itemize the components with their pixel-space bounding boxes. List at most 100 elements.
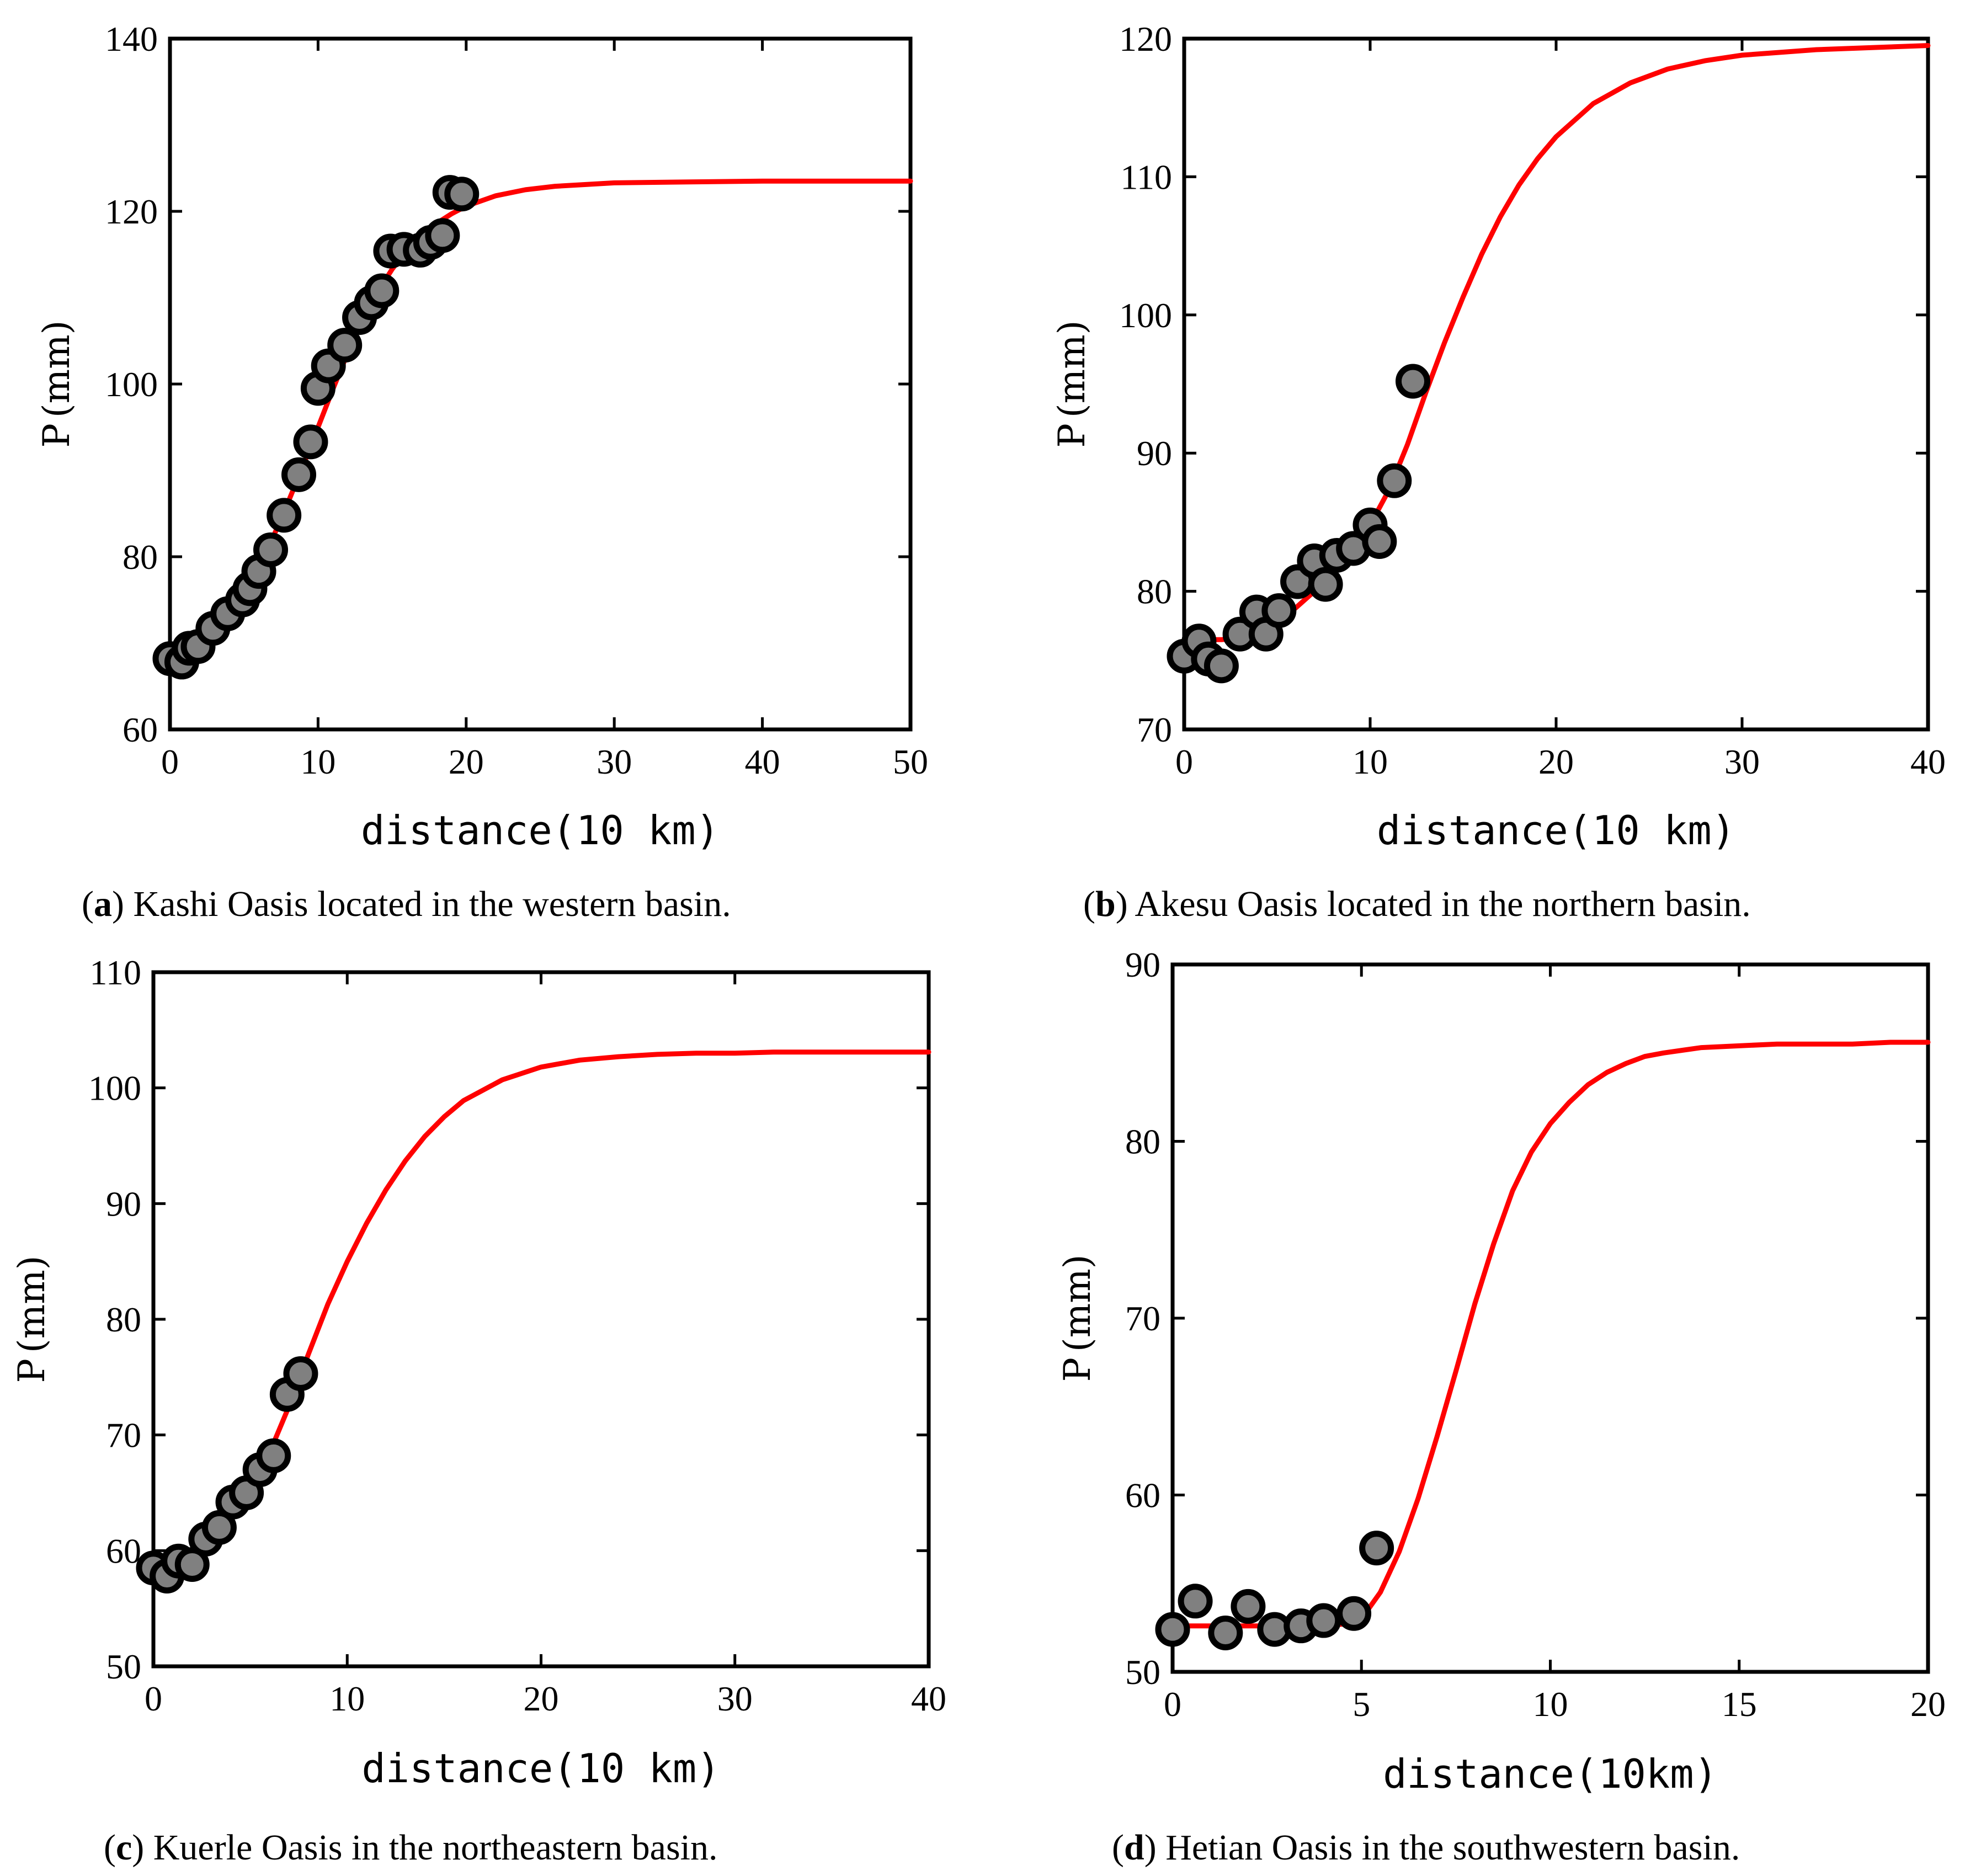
- x-tick-label-b-1: 10: [1352, 742, 1388, 781]
- x-tick-label-d-4: 20: [1910, 1685, 1946, 1724]
- x-tick-label-d-1: 5: [1352, 1685, 1370, 1724]
- x-tick-label-a-1: 10: [300, 742, 336, 781]
- x-tick-label-b-4: 40: [1910, 742, 1946, 781]
- x-tick-label-d-0: 0: [1164, 1685, 1181, 1724]
- y-tick-label-b-0: 70: [1137, 710, 1172, 749]
- panel-a-kashi: 0 10 20 30 40 50 60 80 100 120 140 distance(10 km) P…: [35, 19, 928, 924]
- caption-open-paren-c: (: [104, 1827, 116, 1868]
- caption-text-a: Kashi Oasis located in the western basin…: [133, 884, 731, 924]
- x-tick-label-b-2: 20: [1538, 742, 1574, 781]
- data-point-d-1: [1178, 1584, 1213, 1619]
- caption-text-d: Hetian Oasis in the southwestern basin.: [1165, 1827, 1740, 1868]
- y-axis-paren-open-a: (: [35, 403, 78, 418]
- y-tick-label-d-2: 70: [1125, 1299, 1160, 1338]
- y-tick-label-b-1: 80: [1137, 572, 1172, 611]
- y-axis-unit-a: mm: [35, 334, 78, 403]
- y-tick-label-b-3: 100: [1119, 296, 1172, 335]
- fitted-curve-a: [167, 178, 913, 656]
- data-point-a-10: [267, 498, 302, 533]
- y-tick-label-a-1: 80: [123, 537, 158, 577]
- y-tick-label-b-4: 110: [1120, 157, 1172, 196]
- caption-letter-d: d: [1124, 1827, 1144, 1868]
- data-point-d-7: [1336, 1596, 1372, 1631]
- caption-text-c: Kuerle Oasis in the northeastern basin.: [153, 1827, 718, 1868]
- y-axis-paren-open-d: (: [1056, 1337, 1099, 1352]
- y-axis-unit-c: mm: [10, 1270, 53, 1339]
- data-point-c-9: [256, 1438, 291, 1473]
- caption-open-paren-a: (: [82, 884, 94, 924]
- y-axis-paren-open-c: (: [10, 1339, 53, 1353]
- data-point-a-18: [364, 273, 400, 308]
- y-axis-letter-b: P: [1051, 423, 1093, 447]
- data-point-d-6: [1306, 1603, 1341, 1638]
- y-tick-label-a-2: 100: [105, 365, 158, 404]
- y-tick-label-d-4: 90: [1125, 945, 1160, 984]
- data-point-d-3: [1231, 1589, 1266, 1624]
- y-tick-label-c-3: 80: [106, 1300, 141, 1339]
- caption-letter-b: b: [1095, 884, 1116, 924]
- caption-open-paren-b: (: [1083, 884, 1095, 924]
- panel-c-kuerle: 0 10 20 30 40 50 60 70 80 90 100 110 distance(10 km)…: [10, 953, 946, 1868]
- x-axis-label-a: distance(10 km): [361, 807, 720, 854]
- data-point-a-12: [293, 424, 328, 460]
- caption-close-paren-a: ): [112, 884, 133, 924]
- y-axis-letter-c: P: [10, 1358, 53, 1383]
- caption-c: (c) Kuerle Oasis in the northeastern bas…: [104, 1827, 717, 1868]
- data-point-a-11: [281, 457, 317, 492]
- plot-frame-a: [168, 36, 913, 732]
- fitted-curve-d: [1170, 1040, 1931, 1629]
- y-tick-label-c-0: 50: [106, 1647, 141, 1686]
- caption-a: (a) Kashi Oasis located in the western b…: [82, 884, 731, 924]
- caption-close-paren-b: ): [1116, 884, 1135, 924]
- x-tick-label-b-0: 0: [1175, 742, 1193, 781]
- x-axis-label-b: distance(10 km): [1377, 807, 1735, 854]
- caption-text-b: Akesu Oasis located in the northern basi…: [1135, 884, 1751, 924]
- y-axis-paren-close-c: ): [10, 1255, 53, 1270]
- y-tick-label-b-5: 120: [1119, 19, 1172, 58]
- x-tick-label-c-4: 40: [911, 1679, 946, 1718]
- data-point-a-15: [327, 328, 363, 363]
- y-tick-label-a-4: 140: [105, 19, 158, 58]
- x-tick-label-c-0: 0: [145, 1679, 162, 1718]
- x-tick-label-a-0: 0: [161, 742, 179, 781]
- x-axis-label-c: distance(10 km): [361, 1745, 720, 1792]
- data-point-c-11: [283, 1356, 318, 1392]
- x-tick-label-a-4: 40: [745, 742, 780, 781]
- data-point-b-3: [1204, 648, 1239, 684]
- plot-frame-b: [1182, 36, 1930, 732]
- y-axis-unit-b: mm: [1051, 334, 1093, 403]
- y-tick-label-d-0: 50: [1125, 1653, 1160, 1692]
- y-axis-label-b: P (mm): [1051, 320, 1093, 447]
- data-point-a-9: [253, 532, 289, 567]
- y-tick-label-c-6: 110: [89, 953, 141, 992]
- data-point-b-14: [1362, 524, 1397, 559]
- caption-letter-c: c: [116, 1827, 132, 1868]
- plot-frame-d: [1170, 962, 1930, 1674]
- y-axis-letter-d: P: [1056, 1357, 1099, 1382]
- x-tick-label-a-2: 20: [449, 742, 484, 781]
- data-point-c-3: [174, 1547, 210, 1582]
- x-tick-label-c-1: 10: [329, 1679, 365, 1718]
- fitted-curve-b: [1181, 43, 1931, 642]
- y-tick-label-b-2: 90: [1137, 434, 1172, 473]
- plot-frame-c: [151, 970, 931, 1669]
- y-axis-paren-close-d: ): [1056, 1254, 1099, 1269]
- x-tick-label-c-2: 20: [524, 1679, 559, 1718]
- y-axis-label-a: P (mm): [35, 320, 78, 447]
- y-tick-label-a-3: 120: [105, 192, 158, 231]
- y-tick-label-c-1: 60: [106, 1531, 141, 1570]
- data-point-b-7: [1261, 593, 1297, 628]
- data-point-d-2: [1208, 1615, 1243, 1650]
- fitted-curve-c: [151, 1049, 931, 1572]
- y-tick-label-c-2: 70: [106, 1416, 141, 1455]
- x-tick-label-d-2: 10: [1533, 1685, 1568, 1724]
- x-tick-label-a-5: 50: [893, 742, 928, 781]
- data-point-d-8: [1359, 1531, 1394, 1566]
- x-axis-label-d: distance(10km): [1383, 1751, 1718, 1797]
- y-axis-paren-open-b: (: [1051, 403, 1093, 418]
- x-tick-label-b-3: 30: [1724, 742, 1760, 781]
- y-tick-label-d-3: 80: [1125, 1122, 1160, 1161]
- data-point-a-25: [444, 177, 480, 212]
- data-point-d-0: [1155, 1612, 1190, 1647]
